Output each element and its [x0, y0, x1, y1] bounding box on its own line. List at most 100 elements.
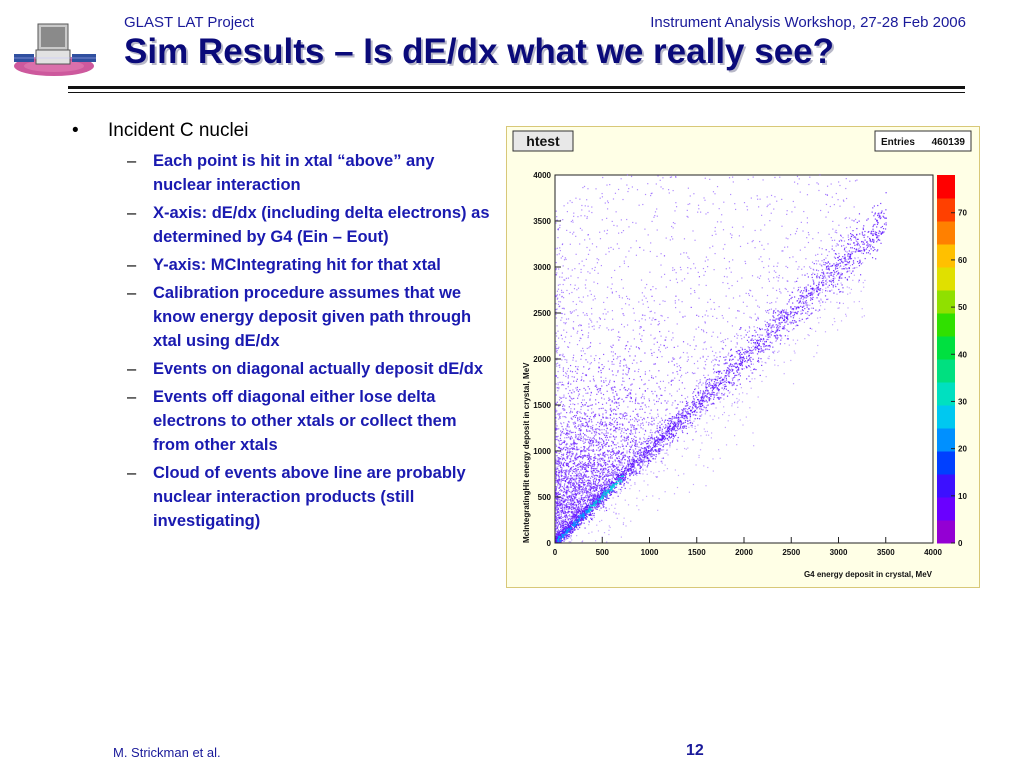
data-point	[635, 393, 637, 395]
data-point	[565, 505, 567, 507]
data-point	[582, 468, 584, 470]
data-point	[584, 451, 586, 453]
data-point	[577, 510, 579, 512]
dash-mark: –	[127, 464, 137, 482]
data-point	[598, 464, 600, 466]
data-point	[556, 511, 558, 513]
data-point	[616, 453, 618, 455]
data-point	[602, 468, 605, 470]
data-point	[790, 306, 792, 308]
data-point	[565, 473, 567, 476]
data-point	[595, 439, 597, 442]
data-point	[586, 405, 589, 407]
data-point	[557, 480, 559, 482]
data-point	[603, 429, 605, 431]
data-point	[601, 470, 604, 472]
data-point	[765, 310, 767, 312]
data-point	[727, 374, 729, 376]
data-point	[692, 392, 694, 394]
data-point	[630, 247, 632, 249]
data-point	[707, 315, 709, 317]
data-point	[572, 513, 575, 515]
data-point	[569, 486, 571, 488]
data-point	[628, 457, 630, 460]
data-point	[809, 176, 811, 178]
data-point	[566, 289, 568, 292]
data-point	[870, 241, 872, 243]
data-point	[815, 263, 818, 265]
data-point	[569, 503, 572, 505]
data-point	[564, 469, 566, 471]
data-point	[621, 467, 624, 469]
data-point	[724, 243, 726, 246]
data-point	[797, 277, 799, 279]
data-point	[604, 202, 606, 204]
data-point	[601, 429, 603, 431]
data-point	[555, 489, 557, 491]
data-point	[562, 428, 564, 430]
data-point	[586, 199, 588, 201]
data-point	[607, 471, 609, 474]
data-point	[587, 386, 589, 388]
data-point	[600, 369, 602, 372]
data-point	[561, 454, 563, 456]
data-point	[566, 425, 568, 427]
data-point	[555, 534, 557, 536]
data-point	[671, 426, 673, 428]
data-point	[567, 420, 570, 423]
data-point	[810, 293, 812, 295]
data-point	[556, 497, 559, 500]
data-point	[633, 428, 635, 430]
data-point	[614, 420, 617, 422]
data-point	[557, 511, 559, 513]
data-point	[557, 517, 559, 519]
data-point	[725, 362, 727, 364]
data-point	[560, 466, 562, 468]
data-point	[569, 496, 571, 498]
data-point	[629, 460, 631, 462]
data-point	[606, 390, 608, 392]
data-point	[678, 299, 680, 301]
data-point	[651, 441, 653, 443]
data-point	[582, 296, 584, 298]
data-point	[784, 246, 786, 248]
data-point	[580, 486, 582, 488]
data-point	[571, 506, 574, 508]
data-point	[565, 504, 568, 506]
data-point	[662, 436, 664, 438]
data-point	[559, 489, 561, 492]
data-point	[588, 464, 590, 466]
data-point	[799, 249, 801, 251]
data-point	[778, 329, 781, 332]
data-point	[591, 442, 594, 444]
data-point	[619, 362, 621, 364]
data-point	[574, 508, 576, 510]
data-point	[702, 356, 704, 358]
data-point	[586, 424, 589, 426]
data-point	[698, 315, 700, 317]
data-point	[660, 253, 662, 255]
data-point	[597, 463, 599, 466]
data-point	[653, 419, 655, 421]
data-point	[664, 424, 667, 426]
data-point	[578, 486, 581, 488]
data-point	[575, 470, 577, 472]
data-point	[556, 475, 558, 477]
data-point	[702, 348, 704, 350]
data-point	[599, 485, 601, 487]
data-point	[575, 434, 577, 436]
data-point	[560, 463, 562, 465]
data-point	[576, 378, 578, 380]
data-point	[567, 377, 569, 379]
data-point	[562, 497, 564, 499]
data-point	[579, 433, 582, 435]
data-point	[572, 431, 574, 434]
data-point	[557, 525, 559, 527]
data-point	[622, 451, 624, 453]
data-point	[605, 417, 607, 419]
data-point	[590, 362, 593, 364]
data-point	[728, 287, 730, 290]
data-point	[562, 479, 564, 481]
data-point	[556, 247, 558, 249]
data-point	[830, 183, 832, 185]
